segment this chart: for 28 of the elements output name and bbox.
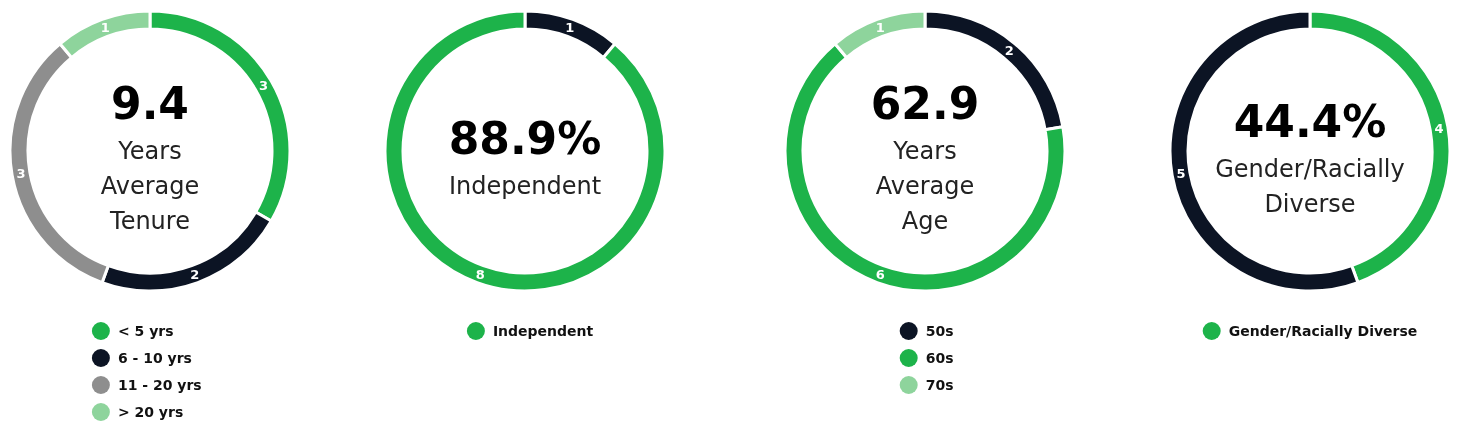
text: 62.9 [870, 78, 980, 129]
data-label: 1 [100, 20, 110, 36]
legend-label: Gender/Racially Diverse [1228, 322, 1418, 339]
legend-label: 6 - 10 yrs [117, 349, 192, 366]
legend-label: 50s [925, 322, 954, 339]
legend-label: < 5 yrs [117, 322, 174, 339]
text: Years Average Age [875, 137, 975, 235]
text: Years Average Tenure [100, 137, 200, 235]
data-label: 4 [1434, 120, 1444, 136]
text: 9.4 [111, 78, 189, 129]
legend-label: Independent [492, 322, 594, 339]
data-label: 8 [475, 266, 485, 282]
legend-label: 60s [925, 349, 954, 366]
data-label: 3 [258, 78, 268, 94]
text: 88.9% [448, 113, 602, 164]
legend-label: > 20 yrs [117, 403, 184, 420]
data-label: 2 [1004, 43, 1014, 59]
legend-label: 70s [925, 376, 954, 393]
data-label: 3 [16, 166, 26, 182]
data-label: 5 [1176, 166, 1186, 182]
text: Independent [448, 172, 602, 200]
data-label: 2 [190, 266, 200, 282]
data-label: 1 [565, 20, 575, 36]
text: Gender/Racially Diverse [1215, 154, 1405, 218]
text: 44.4% [1233, 95, 1387, 147]
data-label: 1 [875, 20, 885, 36]
legend-label: 11 - 20 yrs [117, 376, 202, 393]
data-label: 6 [875, 266, 885, 282]
